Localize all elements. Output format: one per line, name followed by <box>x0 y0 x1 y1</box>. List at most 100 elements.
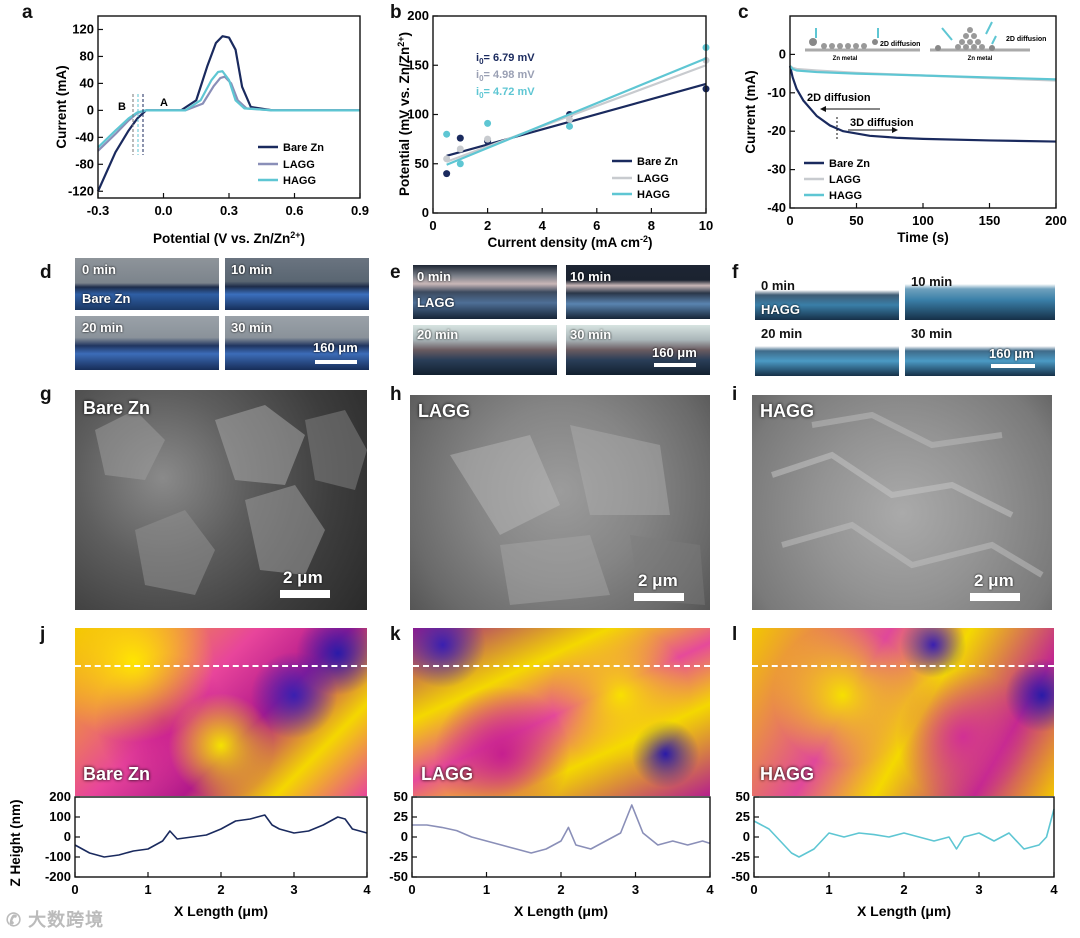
chart-b-i0-labels: i0= 6.79 mV i0= 4.98 mV i0= 4.72 mV <box>476 52 535 100</box>
ytick-label-a-5: 80 <box>80 48 94 63</box>
panel-label-i: i <box>732 384 738 405</box>
series-line-k-0 <box>412 804 711 854</box>
fit-line-b-0 <box>446 82 707 157</box>
panel-label-h: h <box>390 384 402 405</box>
ytick-label-k-3: 25 <box>394 809 408 824</box>
ytick-label-j-1: -100 <box>45 849 71 864</box>
sem-i: HAGG 2 μm <box>752 395 1052 610</box>
xtick-label-j-4: 4 <box>363 882 371 897</box>
xtick-label-a-3: 0.6 <box>285 203 303 218</box>
legend-b-hagg: HAGG <box>637 189 670 201</box>
chart-c-annot-3d: 3D diffusion <box>850 117 914 129</box>
xtick-label-l-3: 3 <box>975 882 982 897</box>
optical-e-0: 0 min LAGG <box>413 265 557 319</box>
watermark-text: 大数跨境 <box>28 910 105 930</box>
optical-e-sample: LAGG <box>417 295 455 310</box>
optical-f-scalebar <box>991 364 1035 368</box>
chart-j: 0 1 2 3 4 -200 -100 0 100 200 X Length (μm) Z Hei… <box>8 790 371 919</box>
xtick-label-b-5: 10 <box>699 218 713 233</box>
optical-f-20: 20 min <box>755 326 899 376</box>
point-b-1-2 <box>484 135 492 143</box>
xtick-label-b-1: 2 <box>484 218 491 233</box>
xtick-label-l-0: 0 <box>750 882 757 897</box>
xtick-label-k-3: 3 <box>632 882 639 897</box>
sem-g: Bare Zn 2 μm <box>75 390 367 610</box>
sem-i-texture <box>771 411 1044 578</box>
optical-e-time-0: 0 min <box>417 269 451 284</box>
sem-g-sample: Bare Zn <box>83 398 151 418</box>
chart-c-xlabel: Time (s) <box>897 230 949 245</box>
ytick-label-k-1: -25 <box>389 849 408 864</box>
ytick-label-l-2: 0 <box>743 829 750 844</box>
ytick-label-k-0: -50 <box>389 869 408 884</box>
chart-a-frame <box>97 15 361 199</box>
chart-c-frame <box>789 15 1057 209</box>
optical-d-scale: 160 μm <box>313 340 358 355</box>
ytick-label-c-4: 0 <box>779 46 786 61</box>
xtick-label-b-3: 6 <box>593 218 600 233</box>
ytick-label-l-0: -50 <box>731 869 750 884</box>
optical-e-10: 10 min <box>566 265 710 319</box>
optical-f-sample: HAGG <box>761 302 800 317</box>
chart-c-ylabel: Current (mA) <box>743 70 758 153</box>
ytick-label-a-4: 40 <box>80 75 94 90</box>
chart-a-legend: Bare Zn LAGG HAGG <box>258 142 324 187</box>
optical-e-time-30: 30 min <box>570 327 612 342</box>
legend-c-hagg: HAGG <box>829 190 862 202</box>
sem-g-scale: 2 μm <box>283 568 323 587</box>
point-b-2-1 <box>456 160 464 168</box>
inset-label-3: 2D diffusion <box>1006 36 1046 43</box>
chart-k: 0 1 2 3 4 -50 -25 0 25 50 X Length (μm) <box>389 790 714 919</box>
xtick-label-j-1: 1 <box>144 882 151 897</box>
optical-e-20: 20 min <box>413 325 557 375</box>
panel-label-g: g <box>40 384 52 405</box>
chart-l: 0 1 2 3 4 -50 -25 0 25 50 X Length (μm) <box>731 790 1058 919</box>
chart-a-ylabel: Current (mA) <box>54 65 69 148</box>
sem-h-scalebar <box>634 593 684 601</box>
optical-e-time-20: 20 min <box>417 327 459 342</box>
fit-line-b-1 <box>446 64 707 163</box>
legend-c-bare: Bare Zn <box>829 158 870 170</box>
ytick-label-b-4: 200 <box>407 8 429 23</box>
fit-line-b-2 <box>446 57 707 166</box>
ytick-label-a-3: 0 <box>87 102 94 117</box>
chart-l-xlabel: X Length (μm) <box>857 903 951 919</box>
afm-k-scanline <box>413 665 710 667</box>
chart-k-frame <box>411 796 711 878</box>
afm-l: HAGG <box>752 628 1054 796</box>
sem-h-scale: 2 μm <box>638 571 678 590</box>
chart-a-xlabel: Potential (V vs. Zn/Zn2+) <box>153 230 305 246</box>
xtick-label-b-2: 4 <box>539 218 547 233</box>
afm-k: LAGG <box>413 628 710 796</box>
inset-label-2: Zn metal <box>833 56 858 62</box>
ytick-label-b-0: 0 <box>422 205 429 220</box>
legend-b-bare: Bare Zn <box>637 156 678 168</box>
point-b-1-3 <box>566 115 573 123</box>
watermark-icon: ✆︎ <box>6 910 23 930</box>
afm-k-sample: LAGG <box>421 764 473 784</box>
point-b-1-1 <box>456 145 464 153</box>
optical-d-10: 10 min <box>225 258 369 310</box>
ytick-label-j-3: 100 <box>49 809 71 824</box>
afm-l-sample: HAGG <box>760 764 814 784</box>
xtick-label-b-4: 8 <box>648 218 655 233</box>
optical-d-20: 20 min <box>75 316 219 370</box>
ytick-label-c-2: -20 <box>767 123 786 138</box>
sem-g-scalebar <box>280 590 330 598</box>
sem-h: LAGG 2 μm <box>410 395 710 610</box>
ytick-label-k-4: 50 <box>394 790 408 804</box>
optical-d-0: 0 min Bare Zn <box>75 258 219 310</box>
afm-j-sample: Bare Zn <box>83 764 151 784</box>
legend-a-bare: Bare Zn <box>283 142 324 154</box>
series-line-a-0 <box>96 35 360 192</box>
i0-hagg: i0= 4.72 mV <box>476 86 535 100</box>
afm-j-scanline <box>75 665 367 667</box>
xtick-label-c-0: 0 <box>786 213 793 228</box>
legend-a-hagg: HAGG <box>283 175 316 187</box>
ytick-label-c-1: -30 <box>767 162 786 177</box>
ytick-label-j-0: -200 <box>45 869 71 884</box>
chart-j-frame <box>74 796 368 878</box>
ytick-label-a-2: -40 <box>75 129 94 144</box>
optical-e-scalebar <box>654 363 696 367</box>
